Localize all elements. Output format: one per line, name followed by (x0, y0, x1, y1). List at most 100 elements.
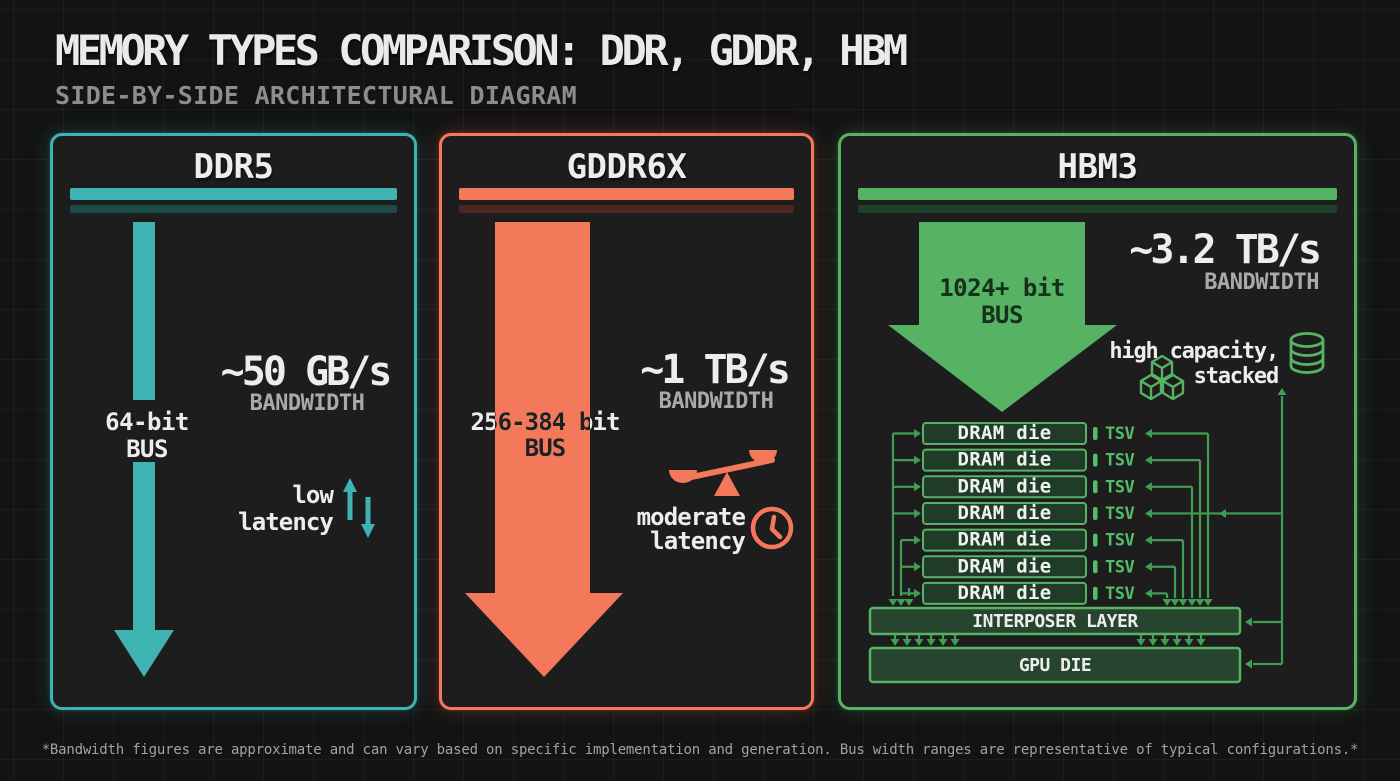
tsv-label: TSV (1105, 531, 1134, 551)
arrowhead-l (1145, 482, 1152, 492)
dram-die-box (922, 422, 1087, 445)
dram-die-box (922, 501, 1087, 525)
bus-width-label: 256-384 bit (470, 408, 619, 436)
arrowhead-d (890, 639, 900, 646)
bus-label-backdrop (95, 400, 199, 462)
dram-die-box (922, 528, 1087, 552)
arrowhead-l (1145, 508, 1152, 518)
arrowhead-d (938, 639, 948, 646)
balance-scale-icon (669, 450, 777, 496)
bus-width-label: 1024+ bit (939, 274, 1065, 302)
bus-width-label: 64-bit (105, 408, 189, 436)
page-title: MEMORY TYPES COMPARISON: DDR, GDDR, HBM (55, 26, 908, 75)
accent-bar (858, 188, 1337, 200)
panel-gddr6x: GDDR6X 256-384 bit BUS 256-384 bit BUS ~… (439, 133, 814, 710)
dram-die-box (922, 475, 1087, 499)
arrowhead-d (914, 639, 924, 646)
latency-line1: low (292, 481, 334, 509)
latency-line2: latency (238, 508, 333, 536)
capacity-line2: stacked (1194, 364, 1278, 389)
bandwidth-label: BANDWIDTH (659, 389, 774, 414)
arrowhead-r (914, 562, 921, 572)
clock-icon (750, 506, 794, 550)
tsv-label: TSV (1105, 451, 1134, 471)
panel-hbm3: HBM3 DRAM die TSV DRAM die TSV DRAM die TSV DR… (838, 133, 1357, 710)
arrowhead-d (1178, 599, 1188, 606)
tsv-tick (1093, 506, 1098, 520)
arrowhead-l (1245, 617, 1252, 627)
panel-hbm3-title: HBM3 (1057, 147, 1138, 187)
dram-die-label: DRAM die (958, 529, 1052, 551)
arrowhead-r (914, 455, 921, 465)
bus-arrow (465, 222, 623, 677)
hbm3-diagram: DRAM die TSV DRAM die TSV DRAM die TSV DRAM di… (868, 222, 1325, 684)
up-down-arrows-icon (343, 478, 375, 538)
arrowhead-l (1145, 455, 1152, 465)
bandwidth-label: BANDWIDTH (1204, 270, 1319, 295)
arrowhead-r (914, 508, 921, 518)
ddr5-diagram: 64-bit BUS ~50 GB/s BANDWIDTH low latenc… (95, 222, 392, 677)
arrowhead-r (914, 535, 921, 545)
bandwidth-value: ~3.2 TB/s (1129, 227, 1319, 273)
dram-die-box (922, 448, 1087, 472)
dram-die-box (922, 555, 1087, 579)
dram-die-label: DRAM die (958, 555, 1052, 577)
gpu-die-box (868, 646, 1242, 684)
dram-die-label: DRAM die (958, 449, 1052, 471)
tsv-tick (1093, 480, 1098, 494)
bandwidth-value: ~50 GB/s (221, 349, 390, 395)
tsv-label: TSV (1105, 504, 1134, 524)
tsv-tick (1093, 427, 1098, 440)
bandwidth-label: BANDWIDTH (250, 391, 365, 416)
arrowhead-d (1162, 599, 1172, 606)
database-stack-icon (1289, 332, 1325, 374)
arrowhead-l (1219, 508, 1226, 518)
footnote: *Bandwidth figures are approximate and c… (41, 742, 1359, 758)
panel-gddr6x-title: GDDR6X (566, 147, 687, 187)
header: MEMORY TYPES COMPARISON: DDR, GDDR, HBM … (55, 26, 908, 110)
interposer-label: INTERPOSER LAYER (972, 611, 1138, 632)
arrowhead-r (914, 429, 921, 438)
footer: *Bandwidth figures are approximate and c… (0, 742, 1400, 758)
arrowhead-d (888, 599, 898, 606)
tsv-wiring (888, 388, 1287, 669)
svg-text:BUS: BUS (525, 434, 566, 462)
dram-die-label: DRAM die (958, 502, 1052, 524)
tsv-label: TSV (1105, 424, 1134, 444)
dram-die-stack: DRAM die TSV DRAM die TSV DRAM die TSV DRAM di… (922, 422, 1135, 605)
arrowhead-d (1187, 599, 1197, 606)
arrowhead-d (902, 639, 912, 646)
accent-bar (70, 188, 397, 200)
arrowhead-d (904, 599, 914, 606)
arrowhead-l (1145, 535, 1152, 545)
tsv-label: TSV (1105, 557, 1134, 577)
tsv-tick (1093, 533, 1098, 547)
arrowhead-u (1277, 388, 1287, 395)
gddr6x-diagram: 256-384 bit BUS 256-384 bit BUS ~1 TB/s … (465, 222, 794, 677)
dram-die-label: DRAM die (958, 582, 1052, 604)
arrowhead-d (926, 639, 936, 646)
accent-bar (459, 188, 794, 200)
arrowhead-l (1145, 588, 1152, 598)
arrowhead-l (1145, 562, 1152, 572)
capacity-line1: high capacity, (1109, 339, 1278, 364)
arrowhead-d (1195, 599, 1205, 606)
interposer-box (868, 606, 1242, 636)
tsv-tick (1093, 560, 1098, 574)
panel-ddr5-title: DDR5 (193, 147, 274, 187)
tsv-label: TSV (1105, 477, 1134, 497)
tsv-label: TSV (1105, 584, 1134, 604)
arrowhead-d (1136, 639, 1146, 646)
accent-bar-dim (858, 205, 1337, 213)
bus-label: BUS (525, 434, 566, 462)
bus-label: BUS (126, 435, 168, 463)
arrowhead-d (1172, 639, 1182, 646)
arrowhead-r (914, 588, 921, 598)
arrowhead-d (1170, 599, 1180, 606)
arrowhead-d (950, 639, 960, 646)
arrowhead-r (914, 482, 921, 492)
panel-ddr5: DDR5 64-bit BUS ~50 GB/s BANDWIDTH low l… (50, 133, 417, 710)
arrowhead-d (1196, 639, 1206, 646)
arrowhead-d (1203, 599, 1213, 606)
latency-line2: latency (650, 527, 745, 555)
